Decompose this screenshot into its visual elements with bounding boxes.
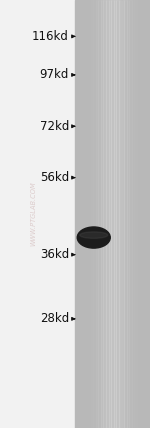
Bar: [96, 0, 98, 428]
Bar: [101, 0, 103, 428]
Text: 56kd: 56kd: [40, 171, 69, 184]
Text: 28kd: 28kd: [40, 312, 69, 325]
Bar: [127, 0, 129, 428]
Text: 72kd: 72kd: [40, 120, 69, 133]
Bar: [145, 0, 147, 428]
Bar: [85, 0, 88, 428]
Text: 116kd: 116kd: [32, 30, 69, 43]
Bar: [93, 0, 96, 428]
Bar: [119, 0, 122, 428]
Bar: [124, 0, 127, 428]
Bar: [132, 0, 134, 428]
Bar: [122, 0, 124, 428]
Bar: [78, 0, 80, 428]
Bar: [75, 0, 150, 428]
Bar: [116, 0, 119, 428]
Ellipse shape: [77, 227, 110, 248]
Bar: [129, 0, 132, 428]
Bar: [114, 0, 116, 428]
Bar: [135, 0, 137, 428]
Bar: [75, 0, 78, 428]
Bar: [88, 0, 90, 428]
Bar: [103, 0, 106, 428]
Bar: [137, 0, 140, 428]
Bar: [109, 0, 111, 428]
Bar: [83, 0, 85, 428]
Bar: [106, 0, 109, 428]
Ellipse shape: [80, 232, 108, 238]
Bar: [140, 0, 142, 428]
Text: 36kd: 36kd: [40, 248, 69, 261]
Text: 97kd: 97kd: [40, 68, 69, 81]
Bar: [90, 0, 93, 428]
Text: WWW.PTGLAB.COM: WWW.PTGLAB.COM: [30, 181, 36, 247]
Bar: [111, 0, 114, 428]
Bar: [147, 0, 150, 428]
Bar: [98, 0, 101, 428]
Bar: [142, 0, 145, 428]
Bar: [80, 0, 83, 428]
